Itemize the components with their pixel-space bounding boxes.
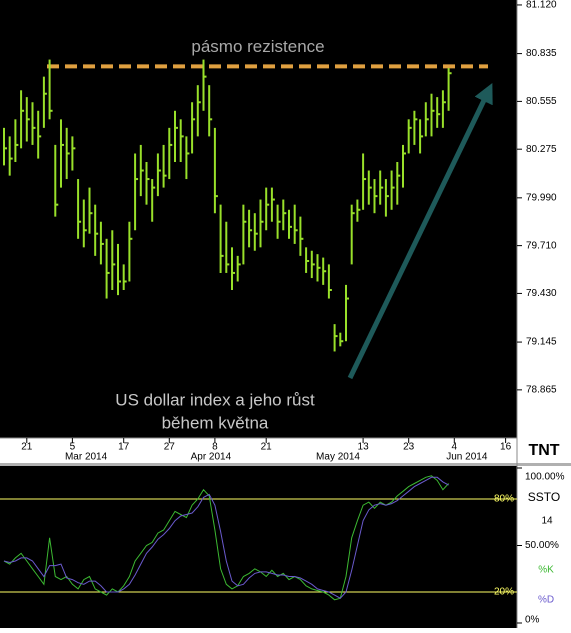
x-tick-label: 8 <box>212 442 218 453</box>
x-tick-label: 16 <box>500 442 512 453</box>
x-tick-label: 5 <box>70 442 76 453</box>
x-tick-label: 21 <box>21 442 33 453</box>
price-panel <box>0 0 517 438</box>
month-label: Mar 2014 <box>65 452 108 463</box>
y-tick-label: 78.865 <box>526 385 557 396</box>
x-tick-label: 13 <box>358 442 370 453</box>
y-tick-label: 80.555 <box>526 96 557 107</box>
legend-entry: %K <box>538 565 554 576</box>
month-label: May 2014 <box>316 452 360 463</box>
date-axis <box>0 438 517 463</box>
oscillator-line <box>3 476 449 599</box>
level-label: 20% <box>494 587 514 598</box>
y-tick-label: 0% <box>525 615 540 626</box>
y-tick-label: 80.835 <box>526 48 557 59</box>
y-tick-label: 79.990 <box>526 192 557 203</box>
y-tick-label: 79.430 <box>526 288 557 299</box>
logo-box <box>518 438 571 463</box>
x-tick-label: 17 <box>118 442 130 453</box>
x-tick-label: 21 <box>261 442 273 453</box>
month-label: Apr 2014 <box>191 452 232 463</box>
x-tick-label: 27 <box>164 442 176 453</box>
panel-separator <box>0 463 571 466</box>
x-tick-label: 4 <box>452 442 458 453</box>
indicator-period: 14 <box>541 516 553 527</box>
y-tick-label: 79.710 <box>526 240 557 251</box>
annotation: během května <box>162 413 269 432</box>
y-tick-label: 50.00% <box>525 540 559 551</box>
legend-entry: %D <box>538 595 554 606</box>
resistance-label: pásmo rezistence <box>191 37 324 56</box>
y-tick-label: 79.145 <box>526 337 557 348</box>
x-tick-label: 23 <box>403 442 415 453</box>
indicator-label: SSTO <box>528 490 560 504</box>
oscillator-line <box>3 475 449 601</box>
y-tick-label: 81.120 <box>526 0 557 11</box>
oscillator-panel <box>0 466 517 628</box>
y-tick-label: 100.00% <box>525 472 565 483</box>
y-tick-label: 80.275 <box>526 144 557 155</box>
logo: TNT <box>528 442 559 459</box>
annotation: US dollar index a jeho růst <box>115 390 315 409</box>
trend-arrow <box>347 82 493 380</box>
level-label: 80% <box>494 494 514 505</box>
month-label: Jun 2014 <box>446 452 488 463</box>
